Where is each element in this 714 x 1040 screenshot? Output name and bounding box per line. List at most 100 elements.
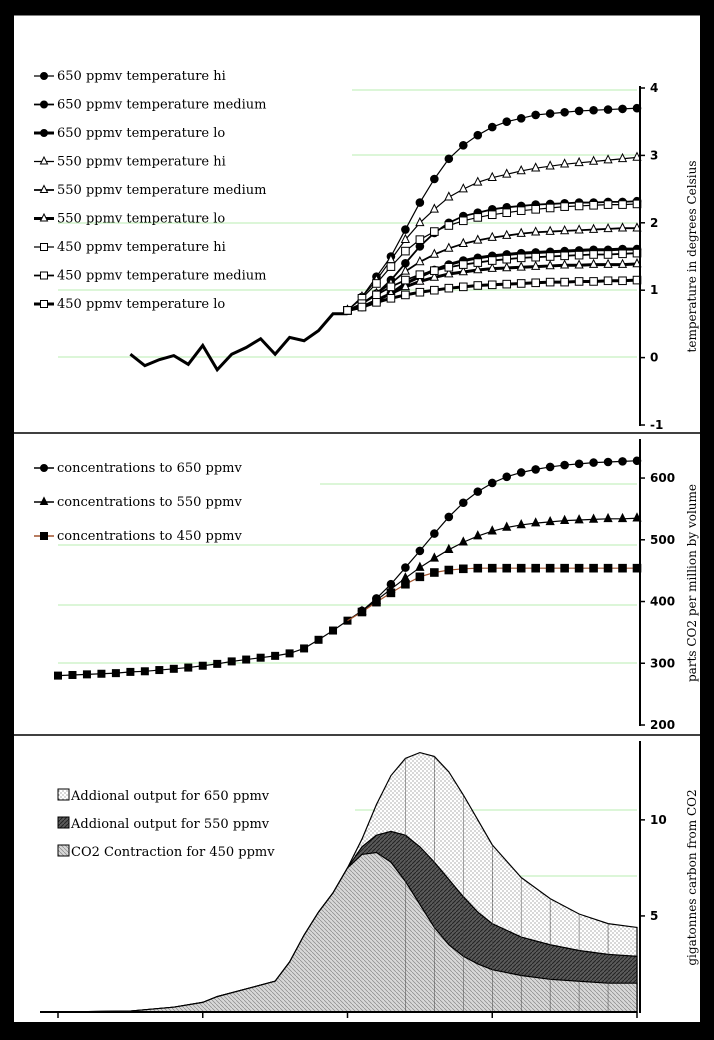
y-tick-label: 400 (650, 595, 675, 609)
marker-circle (415, 546, 425, 556)
y-axis-title: gigatonnes carbon from CO2 (685, 789, 699, 965)
y-tick-label: 5 (650, 909, 658, 923)
marker-circle (516, 114, 526, 123)
marker-square (589, 277, 598, 286)
marker-triangle (545, 515, 555, 526)
marker-square (444, 283, 454, 293)
marker-circle (459, 498, 468, 508)
marker-triangle (502, 262, 512, 272)
legend-label: concentrations to 550 ppmv (57, 495, 242, 510)
marker-triangle (487, 525, 497, 535)
marker-triangle (429, 271, 439, 281)
marker-triangle (560, 514, 570, 524)
marker-square (545, 252, 555, 261)
marker-square (603, 563, 613, 573)
marker-square (574, 277, 584, 286)
marker-square (459, 564, 468, 574)
marker-square (502, 208, 512, 217)
marker-square (618, 563, 627, 573)
marker-square (560, 563, 569, 573)
marker-triangle (545, 225, 555, 235)
marker-triangle (39, 212, 49, 222)
marker-circle (589, 458, 598, 467)
marker-circle (40, 100, 48, 109)
marker-triangle (574, 224, 584, 234)
legend-label: 550 ppmv temperature hi (57, 155, 226, 170)
marker-triangle (444, 242, 454, 252)
marker-square (386, 588, 396, 598)
historical-temperature-line (129, 312, 348, 373)
marker-triangle (617, 258, 628, 268)
marker-square (545, 203, 555, 213)
marker-circle (516, 468, 526, 477)
x-tick-label: 2200 (620, 1021, 653, 1035)
marker-square (111, 669, 120, 678)
marker-circle (545, 462, 555, 472)
marker-triangle (516, 261, 526, 271)
marker-triangle (487, 231, 497, 241)
marker-triangle (487, 171, 497, 181)
marker-triangle (632, 151, 642, 161)
marker-square (401, 246, 410, 256)
marker-circle (603, 105, 613, 114)
marker-square (430, 568, 439, 577)
marker-triangle (400, 233, 411, 243)
marker-triangle (473, 530, 483, 540)
marker-circle (487, 478, 497, 488)
marker-circle (415, 198, 425, 207)
series-450-ppmv-temperature-hi (343, 199, 642, 315)
y-tick-label: 2 (650, 216, 658, 230)
marker-square (603, 200, 613, 209)
marker-square (329, 626, 338, 635)
marker-square (372, 298, 381, 307)
marker-square (516, 253, 526, 263)
marker-square (516, 279, 526, 288)
marker-triangle (632, 512, 642, 522)
marker-triangle (444, 543, 454, 553)
marker-square (343, 306, 352, 315)
marker-triangle (429, 203, 439, 213)
marker-square (574, 201, 584, 211)
marker-square (574, 563, 584, 573)
marker-square (487, 256, 497, 265)
y-tick-label: 0 (650, 351, 658, 365)
marker-circle (40, 129, 48, 137)
marker-square (227, 657, 236, 666)
legend-label: 450 ppmv temperature medium (57, 269, 266, 284)
marker-square (487, 210, 497, 220)
marker-triangle (560, 259, 570, 269)
marker-square (430, 266, 439, 275)
marker-square (213, 659, 222, 668)
marker-triangle (473, 264, 483, 274)
y-tick-label: -1 (650, 418, 663, 432)
marker-triangle (458, 183, 468, 193)
marker-square (415, 270, 425, 279)
marker-triangle (588, 155, 599, 165)
marker-triangle (617, 512, 628, 523)
marker-triangle (603, 222, 613, 233)
series-450-ppmv-temperature-medium (343, 248, 642, 315)
axes-layer: -1 0 1 2 3 4 temperature in degrees Celsius 200… (14, 12, 700, 1035)
y-tick-label: 10 (650, 813, 667, 827)
marker-square (444, 262, 454, 272)
marker-square (386, 282, 396, 292)
marker-triangle (415, 216, 425, 227)
marker-square (140, 667, 149, 676)
marker-square (271, 651, 280, 660)
marker-triangle (574, 156, 584, 167)
marker-triangle (588, 258, 599, 268)
legend-label: Addional output for 550 ppmv (70, 817, 270, 832)
marker-square (415, 572, 425, 582)
y-tick-label: 500 (650, 533, 675, 547)
marker-square (531, 278, 540, 288)
marker-square (126, 667, 135, 676)
marker-square (242, 655, 251, 664)
legend-label: 550 ppmv temperature medium (57, 183, 266, 198)
marker-square (502, 279, 512, 289)
marker-circle (401, 563, 410, 572)
marker-triangle (39, 155, 49, 165)
marker-triangle (502, 229, 512, 239)
marker-triangle (39, 496, 49, 505)
marker-circle (40, 72, 48, 80)
